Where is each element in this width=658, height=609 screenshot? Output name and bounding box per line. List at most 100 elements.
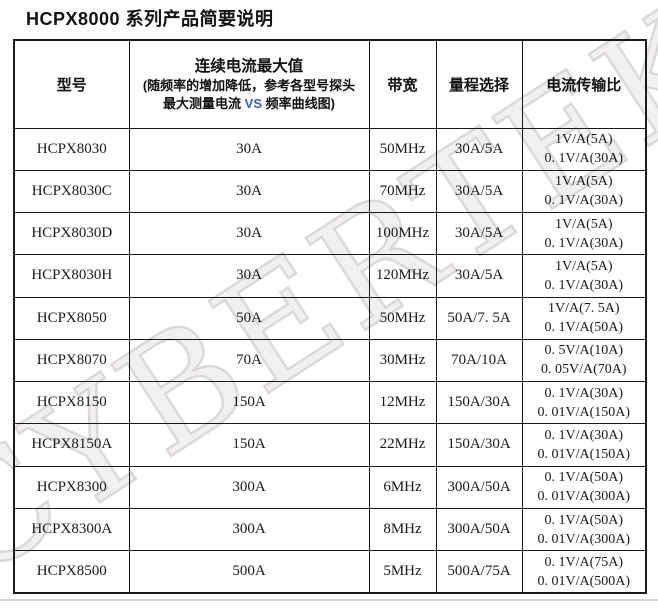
- cell-ratio: 0. 1V/A(75A) 0. 01V/A(500A): [521, 550, 647, 594]
- cell-range: 300A/50A: [435, 465, 523, 509]
- cell-max-current: 30A: [128, 127, 370, 171]
- max-current-title: 连续电流最大值: [194, 57, 304, 75]
- table-row: HCPX8500 500A 5MHz 500A/75A 0. 1V/A(75A)…: [13, 550, 647, 594]
- max-current-note-line2: 最大测量电流 VS 频率曲线图): [130, 95, 368, 113]
- cell-bandwidth: 50MHz: [368, 127, 437, 171]
- cell-ratio: 1V/A(5A) 0. 1V/A(30A): [521, 127, 647, 171]
- cell-model: HCPX8150A: [13, 423, 130, 467]
- cell-range: 150A/30A: [435, 423, 523, 467]
- cell-model: HCPX8300: [13, 465, 130, 509]
- ratio-line-1: 0. 5V/A(10A): [544, 343, 624, 359]
- cell-bandwidth: 22MHz: [368, 423, 437, 467]
- cell-model: HCPX8030D: [13, 212, 130, 256]
- cell-bandwidth: 70MHz: [368, 169, 437, 214]
- cell-max-current: 150A: [128, 381, 370, 425]
- cell-model: HCPX8030C: [13, 169, 130, 214]
- cell-ratio: 1V/A(7. 5A) 0. 1V/A(50A): [521, 296, 647, 340]
- table-row: HCPX8150A 150A 22MHz 150A/30A 0. 1V/A(30…: [13, 423, 647, 467]
- col-header-ratio: 电流传输比: [521, 39, 647, 129]
- table-row: HCPX8030C 30A 70MHz 30A/5A 1V/A(5A) 0. 1…: [13, 169, 647, 214]
- cell-max-current: 300A: [128, 465, 370, 509]
- cell-ratio: 0. 1V/A(30A) 0. 01V/A(150A): [521, 423, 647, 467]
- ratio-line-2: 0. 01V/A(300A): [537, 489, 631, 505]
- cell-bandwidth: 30MHz: [368, 338, 437, 383]
- ratio-line-1: 0. 1V/A(50A): [544, 512, 624, 528]
- cell-ratio: 0. 1V/A(50A) 0. 01V/A(300A): [521, 507, 647, 552]
- cell-bandwidth: 6MHz: [368, 465, 437, 509]
- cell-max-current: 30A: [128, 169, 370, 214]
- cell-bandwidth: 50MHz: [368, 296, 437, 340]
- ratio-line-2: 0. 1V/A(30A): [544, 193, 624, 209]
- cell-bandwidth: 12MHz: [368, 381, 437, 425]
- cell-bandwidth: 100MHz: [368, 212, 437, 256]
- note-pre-text: 最大测量电流: [163, 95, 242, 111]
- cell-range: 30A/5A: [435, 212, 523, 256]
- ratio-line-2: 0. 01V/A(500A): [537, 573, 631, 589]
- cell-max-current: 30A: [128, 212, 370, 256]
- ratio-line-2: 0. 05V/A(70A): [540, 362, 627, 378]
- cell-max-current: 300A: [128, 507, 370, 552]
- note-post-text: 频率曲线图): [265, 95, 335, 111]
- page-title: HCPX8000 系列产品简要说明: [26, 9, 274, 29]
- cell-bandwidth: 5MHz: [368, 550, 437, 594]
- table-row: HCPX8300A 300A 8MHz 300A/50A 0. 1V/A(50A…: [13, 507, 647, 552]
- cell-model: HCPX8300A: [13, 507, 130, 552]
- table-row: HCPX8030H 30A 120MHz 30A/5A 1V/A(5A) 0. …: [13, 254, 647, 298]
- cell-ratio: 0. 1V/A(50A) 0. 01V/A(300A): [521, 465, 647, 509]
- cell-ratio: 1V/A(5A) 0. 1V/A(30A): [521, 254, 647, 298]
- table-row: HCPX8050 50A 50MHz 50A/7. 5A 1V/A(7. 5A)…: [13, 296, 647, 340]
- table-row: HCPX8030D 30A 100MHz 30A/5A 1V/A(5A) 0. …: [13, 212, 647, 256]
- col-header-range: 量程选择: [435, 39, 523, 129]
- ratio-line-1: 1V/A(7. 5A): [547, 301, 620, 317]
- cell-max-current: 500A: [128, 550, 370, 594]
- ratio-line-1: 1V/A(5A): [554, 216, 613, 232]
- cell-model: HCPX8500: [13, 550, 130, 594]
- col-header-max-current: 连续电流最大值 (随频率的增加降低，参考各型号探头 最大测量电流 VS 频率曲线…: [128, 39, 370, 129]
- cell-model: HCPX8030H: [13, 254, 130, 298]
- cell-model: HCPX8030: [13, 127, 130, 171]
- header-row: 型号 连续电流最大值 (随频率的增加降低，参考各型号探头 最大测量电流 VS 频…: [13, 39, 647, 129]
- ratio-line-2: 0. 1V/A(30A): [544, 277, 624, 293]
- cell-range: 500A/75A: [435, 550, 523, 594]
- cell-model: HCPX8150: [13, 381, 130, 425]
- col-header-bandwidth: 带宽: [368, 39, 437, 129]
- cell-bandwidth: 120MHz: [368, 254, 437, 298]
- ratio-line-1: 0. 1V/A(30A): [544, 385, 624, 401]
- cell-model: HCPX8050: [13, 296, 130, 340]
- cell-ratio: 1V/A(5A) 0. 1V/A(30A): [521, 169, 647, 214]
- cell-ratio: 0. 5V/A(10A) 0. 05V/A(70A): [521, 338, 647, 383]
- ratio-line-2: 0. 1V/A(30A): [544, 235, 624, 251]
- ratio-line-1: 0. 1V/A(75A): [544, 554, 624, 570]
- cell-bandwidth: 8MHz: [368, 507, 437, 552]
- cell-ratio: 0. 1V/A(30A) 0. 01V/A(150A): [521, 381, 647, 425]
- ratio-line-2: 0. 01V/A(150A): [537, 404, 631, 420]
- table-row: HCPX8300 300A 6MHz 300A/50A 0. 1V/A(50A)…: [13, 465, 647, 509]
- ratio-line-2: 0. 1V/A(30A): [544, 151, 624, 167]
- cell-range: 30A/5A: [435, 169, 523, 214]
- table-row: HCPX8150 150A 12MHz 150A/30A 0. 1V/A(30A…: [13, 381, 647, 425]
- ratio-line-1: 1V/A(5A): [554, 174, 613, 190]
- cell-max-current: 50A: [128, 296, 370, 340]
- vs-text: VS: [244, 95, 262, 111]
- cell-max-current: 30A: [128, 254, 370, 298]
- max-current-note-line1: (随频率的增加降低，参考各型号探头: [142, 77, 356, 93]
- cell-max-current: 70A: [128, 338, 370, 383]
- ratio-line-2: 0. 1V/A(50A): [544, 320, 624, 336]
- ratio-line-2: 0. 01V/A(300A): [537, 531, 631, 547]
- ratio-line-2: 0. 01V/A(150A): [537, 446, 631, 462]
- page-bottom-rule: [0, 599, 658, 601]
- ratio-line-1: 0. 1V/A(30A): [544, 427, 624, 443]
- cell-range: 70A/10A: [435, 338, 523, 383]
- cell-range: 300A/50A: [435, 507, 523, 552]
- table-row: HCPX8030 30A 50MHz 30A/5A 1V/A(5A) 0. 1V…: [13, 127, 647, 171]
- cell-model: HCPX8070: [13, 338, 130, 383]
- product-spec-table: 型号 连续电流最大值 (随频率的增加降低，参考各型号探头 最大测量电流 VS 频…: [13, 39, 647, 594]
- table-row: HCPX8070 70A 30MHz 70A/10A 0. 5V/A(10A) …: [13, 338, 647, 383]
- cell-range: 30A/5A: [435, 127, 523, 171]
- cell-ratio: 1V/A(5A) 0. 1V/A(30A): [521, 212, 647, 256]
- cell-max-current: 150A: [128, 423, 370, 467]
- col-header-model: 型号: [13, 39, 130, 129]
- ratio-line-1: 1V/A(5A): [554, 258, 613, 274]
- cell-range: 30A/5A: [435, 254, 523, 298]
